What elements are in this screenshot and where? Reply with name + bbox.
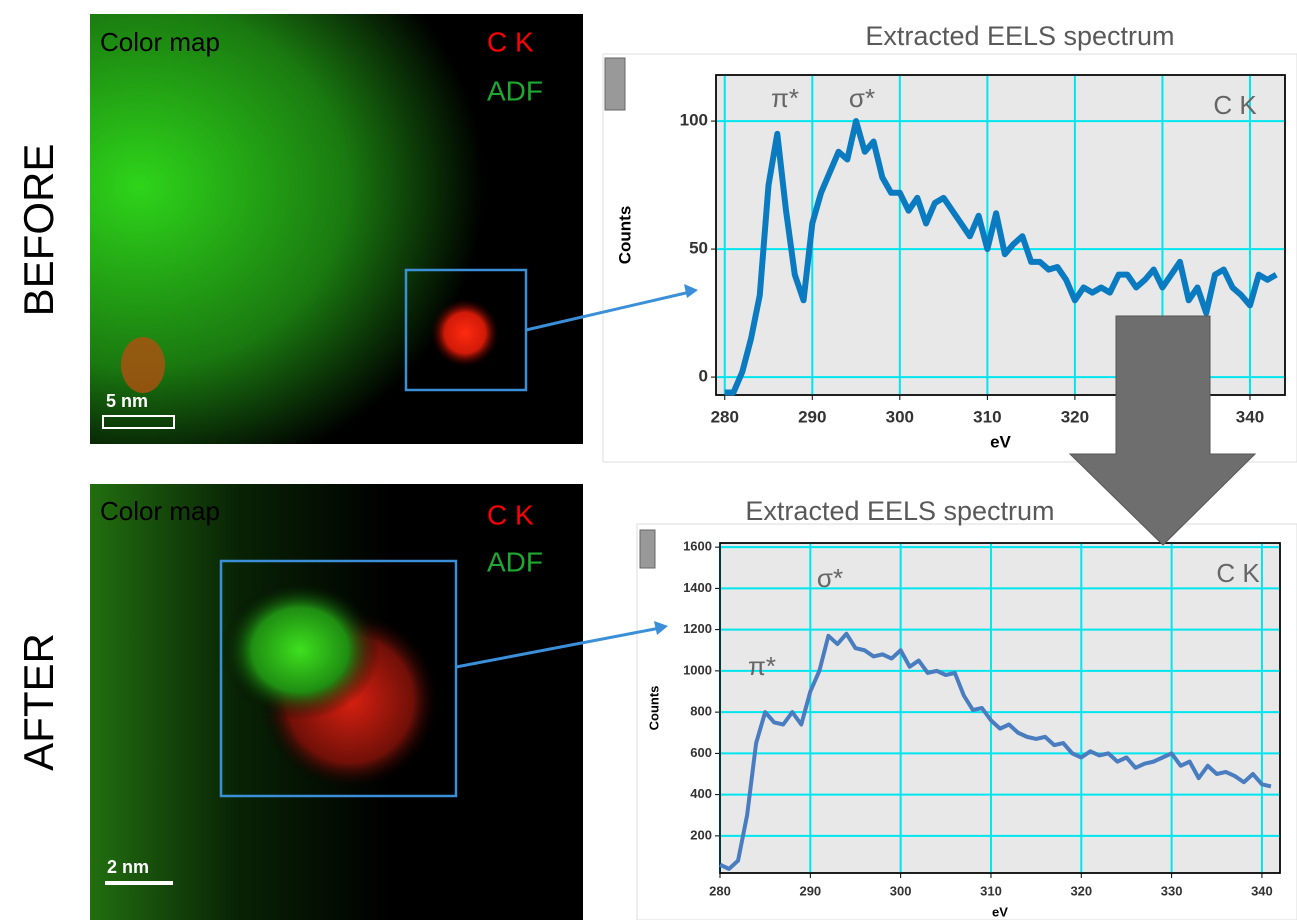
color-map-before: Color map C K ADF 5 nm	[90, 14, 583, 444]
y-axis-label: Counts	[615, 206, 634, 265]
chart-title: Extracted EELS spectrum	[745, 496, 1054, 526]
connector-arrow	[525, 290, 691, 332]
arrow-head	[684, 284, 698, 298]
map-title: Color map	[100, 496, 220, 526]
spectrum-line	[719, 631, 1272, 871]
scale-bar-label: 2 nm	[107, 857, 149, 877]
connector-arrow	[455, 626, 661, 669]
plot-area	[719, 542, 1281, 874]
y-tick-label: 600	[690, 745, 712, 760]
annotation: σ*	[817, 563, 843, 593]
y-tick-label: 1400	[683, 580, 712, 595]
y-tick-label: 1200	[683, 621, 712, 636]
channel-label: ADF	[487, 546, 543, 577]
plot-frame	[719, 542, 1281, 874]
x-tick-label: 330	[1161, 883, 1183, 898]
x-tick-label: 280	[709, 883, 731, 898]
x-tick-label: 280	[711, 407, 739, 426]
x-tick-label: 340	[1236, 407, 1264, 426]
transition-arrow	[1068, 315, 1257, 546]
spectrum-line	[724, 118, 1278, 396]
chart-title: Extracted EELS spectrum	[865, 21, 1174, 51]
annotation: π*	[748, 651, 776, 681]
annotation: C K	[1216, 558, 1260, 588]
channel-label: C K	[487, 26, 534, 57]
y-tick-label: 200	[690, 827, 712, 842]
y-tick-label: 100	[680, 111, 708, 130]
annotation: σ*	[849, 83, 875, 113]
x-tick-label: 290	[798, 407, 826, 426]
scale-bar-label: 5 nm	[106, 391, 148, 411]
panel-label: BEFORE	[15, 144, 62, 317]
x-tick-label: 320	[1070, 883, 1092, 898]
annotation: π*	[771, 83, 799, 113]
x-tick-label: 300	[890, 883, 912, 898]
x-tick-label: 290	[799, 883, 821, 898]
arrow-head	[654, 621, 668, 635]
y-tick-label: 1600	[683, 539, 712, 554]
y-tick-label: 1000	[683, 662, 712, 677]
panel-handle	[639, 529, 656, 569]
annotation: C K	[1213, 90, 1257, 120]
y-tick-label: 50	[689, 239, 708, 258]
x-tick-label: 310	[980, 883, 1002, 898]
y-tick-label: 400	[690, 786, 712, 801]
x-axis-label: eV	[990, 432, 1011, 451]
x-tick-label: 300	[886, 407, 914, 426]
y-tick-label: 0	[699, 367, 708, 386]
channel-label: C K	[487, 499, 534, 530]
y-tick-label: 800	[690, 704, 712, 719]
panel-handle	[604, 57, 626, 111]
panel-label: AFTER	[15, 633, 62, 771]
x-tick-label: 310	[973, 407, 1001, 426]
x-axis-label: eV	[992, 904, 1008, 919]
map-title: Color map	[100, 27, 220, 57]
plot-frame	[715, 74, 1286, 396]
channel-label: ADF	[487, 75, 543, 106]
color-map-after: Color map C K ADF 2 nm	[90, 484, 583, 920]
x-tick-label: 340	[1251, 883, 1273, 898]
y-axis-label: Counts	[646, 686, 661, 731]
x-tick-label: 320	[1061, 407, 1089, 426]
